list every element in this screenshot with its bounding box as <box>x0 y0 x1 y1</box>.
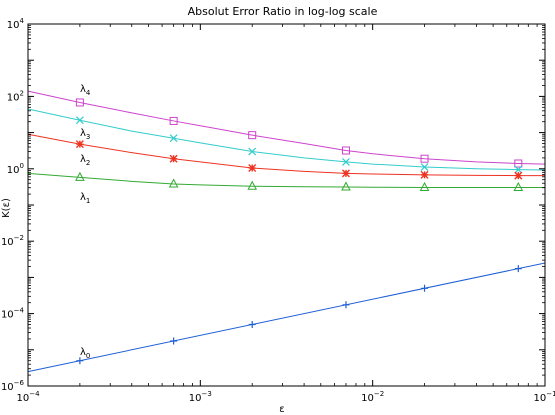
data-point-square <box>420 154 429 163</box>
y-axis-label: K(ε) <box>1 198 12 218</box>
data-point-star <box>420 170 429 179</box>
data-point-x <box>248 147 257 156</box>
y-tick-label: 102 <box>7 89 24 103</box>
series-label: λ1 <box>80 192 90 205</box>
data-point-x <box>514 165 523 174</box>
y-tick-label: 100 <box>7 162 24 176</box>
series-lambda-4: λ4 <box>27 84 546 168</box>
data-point-triangle <box>75 171 85 181</box>
plot-frame <box>27 23 546 387</box>
series-line <box>27 90 546 165</box>
data-point-x <box>169 134 178 143</box>
data-point-triangle <box>168 178 179 188</box>
series-line <box>27 133 545 177</box>
x-tick-label: 10−1 <box>533 390 555 404</box>
data-point-triangle <box>341 181 351 191</box>
data-point-plus <box>248 320 256 328</box>
series-label: λ2 <box>80 154 90 167</box>
series-line <box>27 108 546 171</box>
series-lambda-0: λ0 <box>27 262 546 373</box>
data-point-plus <box>170 337 178 345</box>
plot-area: λ4 λ3 λ2 λ1 λ0 <box>27 84 546 373</box>
series-line <box>27 172 545 188</box>
data-point-x <box>420 163 429 171</box>
series-lambda-3: λ3 <box>27 108 546 174</box>
chart-title: Absolut Error Ratio in log-log scale <box>188 5 378 18</box>
x-axis-label: ε <box>279 404 284 415</box>
x-tick-label: 10−4 <box>16 390 40 404</box>
data-point-star <box>514 171 523 180</box>
data-point-triangle <box>247 180 258 190</box>
series-label: λ0 <box>80 347 90 360</box>
data-point-plus <box>342 301 350 309</box>
data-point-x <box>75 116 84 125</box>
y-tick-label: 104 <box>7 17 25 31</box>
data-point-star <box>248 164 257 173</box>
data-point-square <box>75 98 84 107</box>
data-point-plus <box>76 357 84 365</box>
data-point-square <box>248 131 257 140</box>
data-point-x <box>342 157 350 166</box>
data-point-plus <box>421 284 429 292</box>
series-line <box>27 262 546 373</box>
series-lambda-2: λ2 <box>27 133 545 180</box>
data-point-triangle <box>419 181 430 191</box>
y-tick-label: 10−2 <box>1 234 24 248</box>
data-point-star <box>341 169 350 178</box>
data-point-square <box>514 159 523 168</box>
data-point-triangle <box>513 181 524 191</box>
data-point-square <box>169 116 178 125</box>
data-point-star <box>169 154 178 163</box>
series-label: λ3 <box>80 128 90 141</box>
x-tick-label: 10−3 <box>189 390 212 404</box>
y-tick-label: 10−4 <box>1 307 25 321</box>
x-tick-label: 10−2 <box>361 390 384 404</box>
series-lambda-1: λ1 <box>27 171 545 205</box>
data-point-plus <box>514 265 522 273</box>
data-point-square <box>341 146 350 155</box>
data-point-star <box>75 140 84 149</box>
series-label: λ4 <box>80 84 91 97</box>
y-tick-label: 10−6 <box>1 379 25 393</box>
